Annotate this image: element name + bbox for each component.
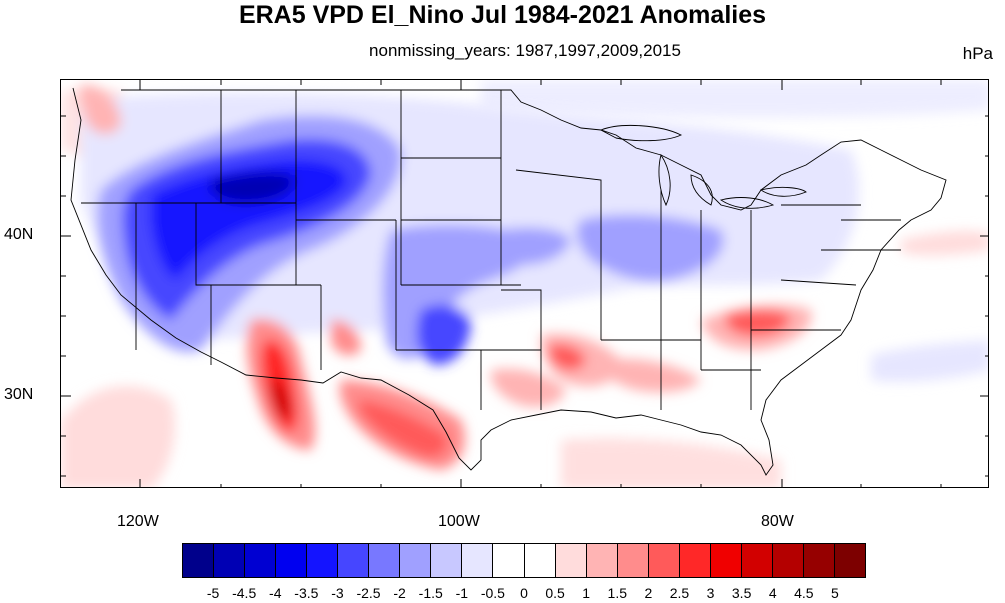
- colorbar-box: [524, 544, 556, 577]
- colorbar-box: [183, 544, 215, 577]
- colorbar-label: 2.5: [669, 585, 690, 601]
- colorbar-label: -4.5: [232, 585, 257, 601]
- colorbar-box: [741, 544, 773, 577]
- colorbar-label: 4.5: [794, 585, 814, 601]
- colorbar: [182, 543, 866, 578]
- lon-label-120w: 120W: [117, 513, 159, 530]
- colorbar-label: -3: [331, 585, 344, 601]
- colorbar-label: -5: [206, 585, 220, 601]
- lat-label-40n: 40N: [4, 226, 34, 243]
- colorbar-label: -0.5: [480, 585, 505, 601]
- colorbar-label: -3.5: [294, 585, 319, 601]
- colorbar-label: -2: [393, 585, 406, 601]
- colorbar-box: [493, 544, 525, 577]
- colorbar-box: [617, 544, 649, 577]
- map-title: ERA5 VPD El_Nino Jul 1984-2021 Anomalies: [238, 1, 767, 29]
- colorbar-box: [772, 544, 804, 577]
- colorbar-box: [462, 544, 494, 577]
- colorbar-box: [834, 544, 866, 577]
- colorbar-label: 0: [520, 585, 528, 601]
- colorbar-label: -2.5: [356, 585, 381, 601]
- colorbar-box: [803, 544, 835, 577]
- colorbar-box: [307, 544, 339, 577]
- colorbar-label: 5: [831, 585, 839, 601]
- colorbar-label: 2: [644, 585, 653, 601]
- colorbar-label: 0.5: [545, 585, 565, 601]
- colorbar-label: 1: [582, 585, 591, 601]
- anomaly-map: [61, 80, 988, 487]
- colorbar-box: [245, 544, 277, 577]
- ocean-anomaly-patches: [61, 80, 988, 487]
- colorbar-box: [555, 544, 587, 577]
- colorbar-labels: -5 -4.5 -4 -3.5 -3 -2.5 -2 -1.5 -1 -0.5 0 0.5 1 1.5 2 2…: [182, 585, 866, 603]
- colorbar-box: [369, 544, 401, 577]
- colorbar-box: [679, 544, 711, 577]
- colorbar-box: [431, 544, 463, 577]
- colorbar-label: -1: [455, 585, 469, 601]
- colorbar-label: 3: [706, 585, 715, 601]
- coastline-and-borders: [70, 87, 947, 476]
- colorbar-box: [586, 544, 618, 577]
- colorbar-box: [214, 544, 246, 577]
- map-subtitle: nonmissing_years: 1987,1997,2009,2015: [369, 41, 681, 60]
- colorbar-box: [710, 544, 742, 577]
- colorbar-box: [400, 544, 432, 577]
- colorbar-label: -4: [269, 585, 282, 601]
- frame-ticks: [61, 80, 988, 487]
- land-anomaly-field: [80, 85, 860, 470]
- lon-label-80w: 80W: [761, 513, 794, 530]
- lon-label-100w: 100W: [438, 513, 480, 530]
- colorbar-box: [338, 544, 370, 577]
- colorbar-label: 3.5: [731, 585, 752, 601]
- colorbar-box: [648, 544, 680, 577]
- colorbar-label: 4: [768, 585, 777, 601]
- colorbar-box: [276, 544, 308, 577]
- colorbar-label: 1.5: [607, 585, 627, 601]
- colorbar-label: -1.5: [418, 585, 443, 601]
- map-panel: [60, 79, 989, 488]
- lat-label-30n: 30N: [4, 386, 34, 403]
- units-label: hPa: [962, 44, 993, 63]
